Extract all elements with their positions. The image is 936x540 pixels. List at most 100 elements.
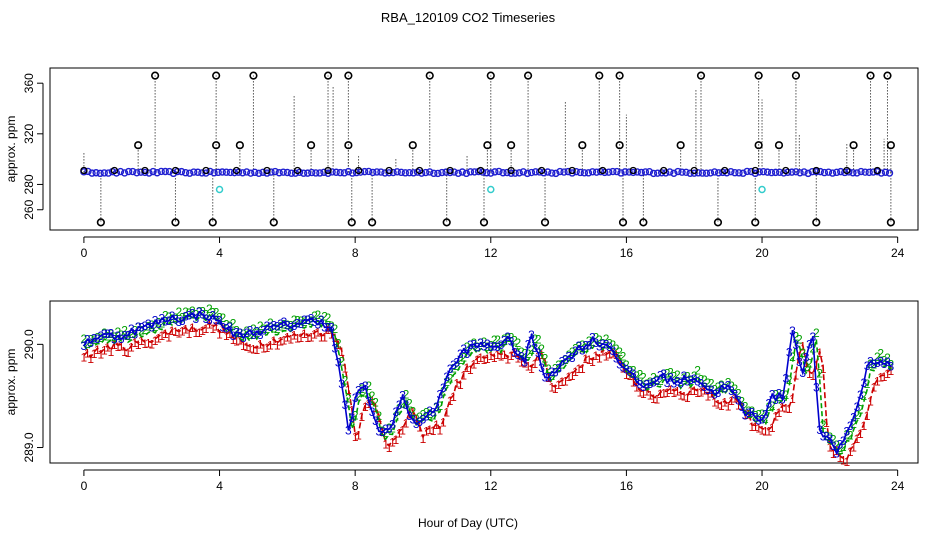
series-1-marker: 1 [399, 423, 406, 437]
series-2-marker: 2 [426, 407, 433, 421]
baseline-point [421, 168, 430, 177]
series-3-marker: 3 [281, 315, 288, 329]
series-1-marker: 1 [447, 394, 454, 408]
series-3-line [83, 310, 892, 456]
bottom-y-tick-label: 290.0 [22, 329, 36, 359]
series-3-marker: 3 [250, 328, 257, 342]
series-1-marker: 1 [752, 420, 759, 434]
series-1-marker: 1 [325, 323, 332, 337]
series-1-marker: 1 [671, 386, 678, 400]
series-2-marker: 2 [389, 421, 396, 435]
series-1-marker: 1 [423, 425, 430, 439]
low-spike-point [540, 218, 550, 227]
series-3-marker: 3 [532, 341, 539, 355]
series-3-marker: 3 [342, 398, 349, 412]
series-1-marker: 1 [481, 353, 488, 367]
series-3-marker: 3 [298, 317, 305, 331]
baseline-point-dark [812, 166, 820, 175]
series-2-marker: 2 [738, 395, 745, 409]
series-2-marker: 2 [528, 343, 535, 357]
series-1-marker: 1 [576, 362, 583, 376]
series-3-marker: 3 [447, 362, 454, 376]
series-1-marker: 1 [749, 420, 756, 434]
baseline-point-dark [782, 166, 790, 175]
series-1-marker: 1 [582, 352, 589, 366]
series-1-marker: 1 [250, 342, 257, 356]
series-1-marker: 1 [243, 340, 250, 354]
series-2-marker: 2 [152, 320, 159, 334]
series-1-marker: 1 [81, 351, 88, 365]
series-1-marker: 1 [281, 334, 288, 348]
series-3-marker: 3 [94, 332, 101, 346]
series-1-marker: 1 [477, 351, 484, 365]
top-y-tick-label: 360 [22, 73, 36, 93]
series-3-marker: 3 [684, 375, 691, 389]
baseline-point [735, 169, 743, 177]
bottom-y-axis-label: approx. ppm [4, 349, 18, 416]
baseline-point [340, 169, 349, 177]
baseline-point [784, 168, 792, 176]
series-1-marker: 1 [504, 353, 511, 367]
series-1-marker: 1 [335, 338, 342, 352]
series-1-marker: 1 [637, 385, 644, 399]
series-3-marker: 3 [443, 370, 450, 384]
series-1-marker: 1 [230, 333, 237, 347]
series-3-marker: 3 [423, 410, 430, 424]
series-1-marker: 1 [494, 348, 501, 362]
series-3-marker: 3 [108, 327, 115, 341]
series-2-marker: 2 [799, 346, 806, 360]
series-2-marker: 2 [620, 349, 627, 363]
baseline-point [645, 168, 654, 176]
series-1-marker: 1 [182, 322, 189, 336]
series-3-marker: 3 [704, 383, 711, 397]
series-3-marker: 3 [643, 377, 650, 391]
baseline-point-dark [446, 166, 454, 175]
cyan-point [758, 185, 766, 194]
series-2-marker: 2 [240, 327, 247, 341]
baseline-point [503, 168, 511, 177]
series-1-marker: 1 [311, 328, 318, 342]
series-1-marker: 1 [660, 386, 667, 400]
series-2-marker: 2 [888, 357, 895, 371]
baseline-point [731, 169, 739, 177]
high-spike-point [791, 71, 801, 80]
series-3-marker: 3 [515, 348, 522, 362]
series-2-marker: 2 [233, 324, 240, 338]
low-spike-point [812, 218, 821, 227]
baseline-point [649, 169, 658, 178]
series-1-marker: 1 [552, 382, 559, 396]
series-2-marker: 2 [464, 340, 471, 354]
baseline-point [373, 168, 381, 176]
series-2-marker: 2 [589, 335, 596, 349]
series-1-marker: 1 [643, 384, 650, 398]
series-3-marker: 3 [640, 380, 647, 394]
bottom-x-tick-label: 12 [484, 479, 498, 493]
baseline-point [519, 168, 528, 176]
series-2-marker: 2 [399, 396, 406, 410]
series-1-marker: 1 [609, 347, 616, 361]
baseline-point [462, 169, 471, 178]
baseline-point [609, 167, 617, 176]
series-2-marker: 2 [223, 318, 230, 332]
series-3-marker: 3 [701, 380, 708, 394]
series-3-marker: 3 [440, 381, 447, 395]
series-1-marker: 1 [684, 391, 691, 405]
series-3-marker: 3 [647, 377, 654, 391]
series-1-marker: 1 [403, 417, 410, 431]
baseline-point-dark [415, 166, 424, 175]
series-1-marker: 1 [386, 441, 393, 455]
series-1-marker: 1 [138, 334, 145, 348]
series-3-marker: 3 [213, 314, 220, 328]
baseline-point [133, 169, 141, 177]
series-2-marker: 2 [871, 358, 878, 372]
series-2-marker: 2 [376, 409, 383, 423]
series-1-marker: 1 [128, 341, 135, 355]
baseline-point [487, 169, 495, 177]
baseline-point [124, 167, 133, 176]
low-spike-point [442, 218, 451, 227]
series-3-marker: 3 [850, 410, 857, 424]
series-2-marker: 2 [467, 342, 474, 356]
series-1-marker: 1 [152, 334, 159, 348]
series-2-marker: 2 [691, 369, 698, 383]
series-1-marker: 1 [623, 368, 630, 382]
